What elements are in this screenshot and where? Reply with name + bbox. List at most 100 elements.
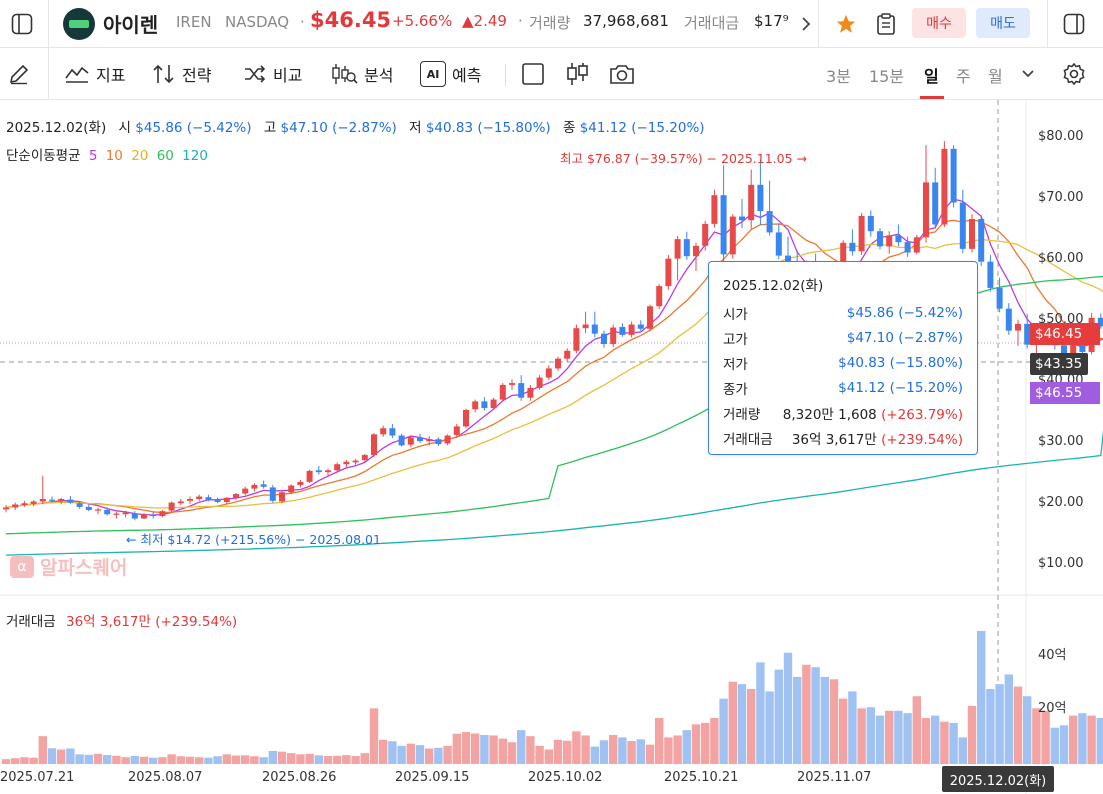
tooltip-turnover-change: (+239.54%) [881,431,963,448]
volume-bar [885,710,894,764]
candle-body [913,237,920,253]
draw-pencil-icon[interactable] [8,60,30,88]
candle [463,408,469,429]
volume-bar [379,739,388,764]
candle [242,486,249,496]
candle [775,223,782,260]
sell-button[interactable]: 매도 [976,8,1030,38]
candle-body [279,492,285,502]
rectangle-icon[interactable] [521,60,545,88]
company-name[interactable]: 아이렌 [103,13,159,37]
candle-body [196,496,203,499]
volume-bar [756,662,765,764]
x-tick: 2025.10.02 [528,770,603,785]
volume-bar [471,733,480,764]
compare-button[interactable]: 비교 [243,60,302,88]
volume-bar [213,756,222,764]
volume-bar [848,691,857,764]
candle [141,513,147,520]
volume-bar [1,759,11,764]
volume-bar [20,757,29,764]
strategy-button[interactable]: 전략 [152,60,211,88]
candle [647,304,653,332]
legend-low-value: $40.83 (−15.80%) [425,120,551,136]
candle [932,167,939,227]
change-amount: ▲2.49 [462,12,507,30]
candle-tooltip: 2025.12.02(화) 시가 $45.86 (−5.42%) 고가 $47.10… [708,261,978,455]
sidebar-toggle-icon[interactable] [10,12,34,36]
volume-bar [323,756,333,764]
analysis-button[interactable]: 분석 [330,60,393,88]
candle-body [371,434,377,456]
timeframe-week[interactable]: 주 [956,67,971,86]
volume-bar [443,745,452,764]
volume-bar [728,681,737,764]
tooltip-open-label: 시가 [723,306,748,323]
candle-body [877,231,883,247]
price-tick: $60.00 [1038,251,1084,266]
chevron-right-icon[interactable] [796,12,816,36]
ma5-label: 5 [88,148,98,164]
volume-bar [139,756,149,764]
candle [389,423,396,438]
tooltip-close-value: $41.12 (−15.20%) [838,379,963,396]
candle [334,462,341,473]
candle-body [122,512,129,515]
volume-bar [480,734,489,764]
candle [343,459,350,468]
candle-body [619,326,626,335]
candle-body [693,245,699,257]
volume-bar [517,730,526,764]
volume-bar [701,722,710,764]
clipboard-icon[interactable] [872,10,900,38]
candle [380,425,387,437]
volume-bar [1087,715,1096,764]
cursor-price-tag: $43.35 [1030,353,1088,375]
timeframe-month[interactable]: 월 [988,67,1003,86]
timeframe-3min[interactable]: 3분 [826,67,851,86]
candle [923,145,929,243]
last-price-tag: $46.45 [1030,323,1100,345]
volume-bar [241,755,250,764]
tooltip-high-value: $47.10 (−2.87%) [846,329,963,346]
candle-body [490,399,497,409]
volume-bar [130,756,139,764]
candlestick-type-icon[interactable] [565,60,589,88]
star-icon[interactable] [832,10,860,38]
indicators-button[interactable]: 지표 [64,60,125,88]
candle [426,436,433,446]
volume-bar [103,755,112,764]
candle-body [334,464,341,471]
forecast-button[interactable]: AI 예측 [420,60,481,88]
camera-icon[interactable] [609,60,635,88]
candle [987,254,994,292]
company-logo [63,8,95,40]
candle-body [288,485,295,493]
candle [67,495,74,504]
candle-body [1070,344,1077,359]
candle-body [674,239,681,259]
candle-body [729,216,736,255]
high-annotation: 최고 $76.87 (−39.57%) − 2025.11.05 → [560,151,808,166]
volume-bar [921,718,931,764]
ma-legend[interactable]: 단순이동평균 5 10 20 60 120 [6,144,208,164]
compare-label: 비교 [273,66,303,85]
volume-bar [1050,727,1059,764]
volume-bar [599,740,609,764]
separator-dot: · [300,13,305,31]
candle [269,484,276,503]
panel-toggle-icon[interactable] [1062,12,1086,36]
buy-button[interactable]: 매수 [912,8,966,38]
chevron-down-icon[interactable] [1018,64,1038,84]
candle [913,234,920,255]
candle [76,501,83,509]
timeframe-15min[interactable]: 15분 [869,67,905,86]
volume-panel-label: 거래대금 [6,614,56,630]
settings-gear-icon[interactable] [1061,61,1087,87]
volume-bar [664,737,673,764]
volume-bar [29,757,38,764]
timeframe-day[interactable]: 일 [924,67,939,86]
ma-legend-label: 단순이동평균 [6,148,81,164]
volume-bar [84,754,93,764]
candle [306,469,313,484]
